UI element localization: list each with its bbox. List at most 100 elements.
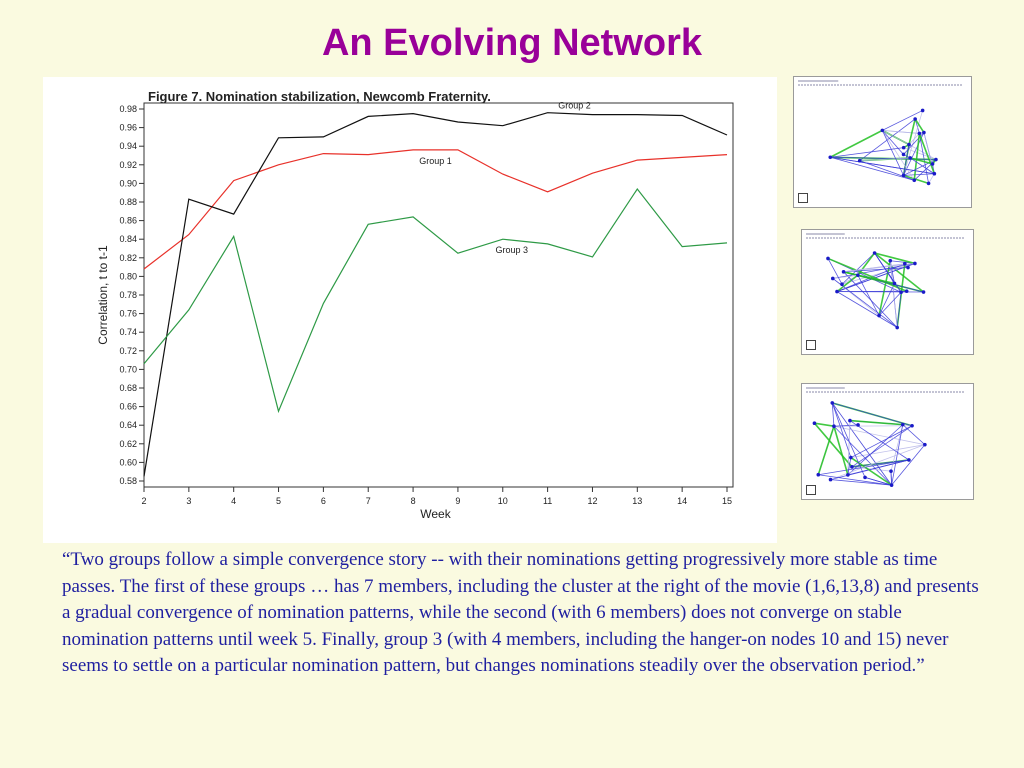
network-node [913, 261, 917, 266]
series-line-group-1 [143, 149, 728, 270]
network-edge [918, 133, 929, 184]
network-thumbnail-2 [801, 229, 974, 355]
network-edge [847, 420, 851, 475]
y-tick-label: 0.62 [119, 439, 137, 449]
network-node [880, 128, 885, 133]
network-edge [830, 156, 915, 181]
network-node [900, 422, 905, 427]
y-tick-label: 0.94 [119, 141, 137, 151]
network-node [922, 130, 926, 135]
network-edge [918, 133, 936, 175]
network-edge [832, 402, 913, 427]
network-edge [859, 157, 911, 162]
network-edge [903, 174, 929, 185]
network-edge [903, 173, 935, 176]
network-edge [890, 424, 904, 472]
network-edge [903, 110, 924, 176]
network-edge [830, 479, 892, 486]
network-node [912, 178, 917, 183]
network-edge [874, 252, 925, 293]
series-label-group-3: Group 3 [495, 245, 528, 255]
network-node [841, 270, 846, 274]
series-label-group-1: Group 1 [419, 156, 452, 166]
network-edge [896, 292, 902, 328]
network-node [892, 281, 897, 286]
series-line-group-2 [143, 112, 728, 477]
network-node [850, 465, 854, 469]
network-edge [849, 419, 903, 426]
y-tick-label: 0.76 [119, 309, 137, 319]
network-edge [878, 260, 892, 316]
network-edge [859, 118, 916, 162]
network-node [888, 258, 893, 263]
network-edge [859, 160, 915, 181]
network-edge [832, 274, 858, 279]
y-tick-label: 0.68 [119, 383, 137, 393]
y-tick-label: 0.64 [119, 420, 137, 430]
x-tick-label: 10 [498, 496, 508, 506]
y-tick-label: 0.96 [119, 123, 137, 133]
network-edge [889, 260, 898, 328]
network-edge [841, 252, 875, 285]
network-edge [847, 457, 852, 475]
y-tick-label: 0.80 [119, 271, 137, 281]
network-edge [831, 402, 866, 478]
network-edge [891, 444, 926, 486]
x-tick-label: 11 [543, 496, 552, 506]
x-tick-label: 9 [455, 496, 460, 506]
network-edge [882, 130, 915, 181]
network-edge [831, 402, 852, 458]
y-tick-label: 0.84 [119, 234, 137, 244]
network-edge [814, 422, 835, 428]
network-edge [874, 252, 902, 293]
network-edge [827, 258, 843, 285]
quote-text: “Two groups follow a simple convergence … [62, 549, 979, 676]
network-edge [833, 425, 925, 446]
network-node [830, 401, 835, 405]
y-tick-label: 0.58 [119, 476, 137, 486]
y-tick-label: 0.66 [119, 402, 137, 412]
network-edge [830, 156, 935, 175]
network-node [835, 289, 839, 294]
network-edge [908, 118, 916, 145]
y-tick-label: 0.86 [119, 216, 137, 226]
network-edge [890, 471, 892, 486]
network-node [826, 256, 830, 261]
network-edge [874, 252, 916, 265]
x-tick-label: 15 [722, 496, 732, 506]
network-edge [847, 424, 904, 476]
x-tick-label: 6 [321, 496, 326, 506]
network-graph-1 [798, 80, 963, 186]
network-edge [913, 133, 921, 181]
network-node [934, 157, 938, 162]
network-edge [857, 274, 880, 316]
y-tick-label: 0.88 [119, 197, 137, 207]
slide-title: An Evolving Network [321, 22, 703, 64]
y-tick-label: 0.60 [119, 457, 137, 467]
y-tick-label: 0.70 [119, 364, 137, 374]
chart-panel: Figure 7. Nomination stabilization, Newc… [43, 77, 777, 543]
network-node [913, 117, 917, 121]
network-node [828, 477, 833, 482]
network-edge [850, 456, 893, 486]
y-tick-label: 0.78 [119, 290, 137, 300]
network-node [816, 472, 821, 477]
network-node [921, 290, 926, 294]
network-node [828, 155, 833, 160]
network-edge [831, 402, 892, 486]
network-node [904, 289, 909, 294]
x-tick-label: 7 [366, 496, 371, 506]
y-tick-label: 0.82 [119, 253, 137, 263]
network-node [889, 469, 893, 473]
network-node [910, 423, 914, 428]
network-thumbnail-1 [793, 76, 972, 208]
network-node [812, 421, 817, 426]
y-tick-label: 0.90 [119, 178, 137, 188]
network-node [917, 131, 922, 136]
network-edge [827, 257, 907, 292]
network-edge [882, 130, 910, 145]
network-node [901, 145, 906, 150]
network-node [907, 142, 911, 147]
network-node [872, 251, 877, 255]
document-icon [806, 340, 816, 350]
